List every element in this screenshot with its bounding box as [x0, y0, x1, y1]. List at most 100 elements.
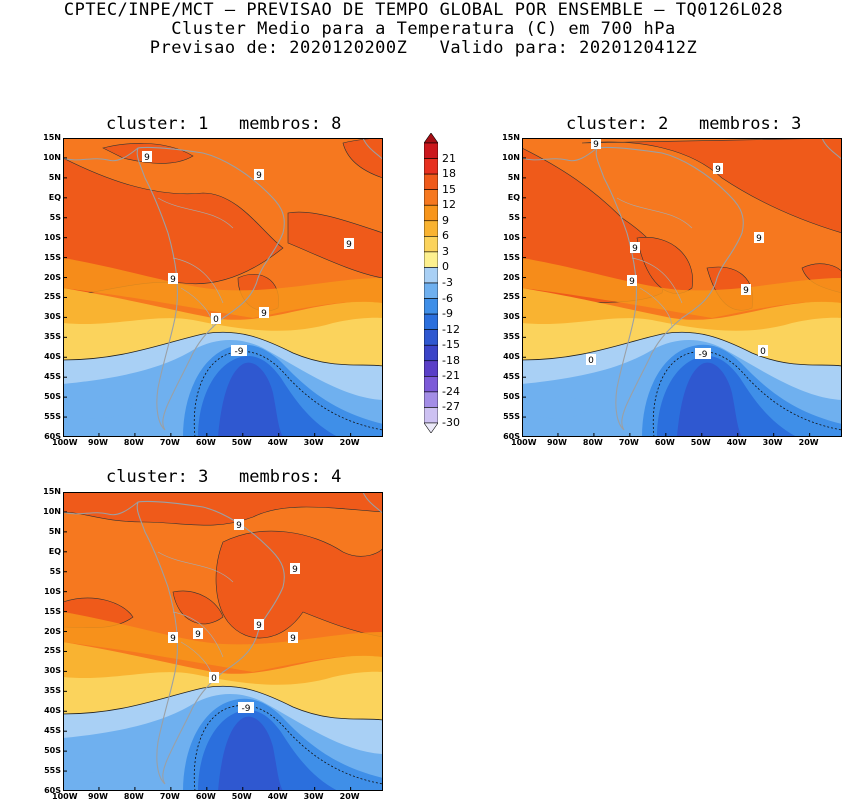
- lat-label: 20S: [503, 272, 520, 282]
- lat-label: 15S: [44, 606, 61, 616]
- contour-label: 9: [754, 232, 764, 244]
- lat-label: 40S: [44, 352, 61, 362]
- temperature-band-7: [218, 716, 283, 791]
- colorbar-swatch: [423, 329, 439, 346]
- svg-text:9: 9: [261, 309, 267, 319]
- contour-minus-9: [652, 351, 842, 437]
- svg-text:-9: -9: [235, 347, 244, 357]
- contour-label: 9: [591, 138, 601, 150]
- lat-label: 60S: [44, 432, 61, 441]
- lon-label: 50W: [231, 438, 252, 447]
- panel-2-map: 9 9 9 9 9 9 0 0 -9: [522, 138, 842, 437]
- colorbar-label: -18: [442, 353, 460, 367]
- warm-region-2: [215, 530, 383, 639]
- lat-label: 5N: [507, 172, 520, 182]
- lat-label: 35S: [44, 686, 61, 696]
- colorbar-label: 18: [442, 167, 456, 181]
- contour-label: 0: [209, 672, 219, 684]
- lat-label: 10S: [503, 232, 520, 242]
- svg-text:9: 9: [346, 240, 352, 250]
- lon-label: 40W: [726, 438, 747, 447]
- panel-3-title: cluster: 3 membros: 4: [106, 467, 342, 487]
- lon-label: 60W: [654, 438, 675, 447]
- lat-label: 15N: [502, 133, 520, 142]
- lat-label: 20S: [44, 272, 61, 282]
- lat-label: EQ: [507, 192, 520, 202]
- colorbar-label: -24: [442, 384, 460, 398]
- svg-text:-9: -9: [699, 350, 708, 360]
- lon-label: 70W: [159, 438, 180, 447]
- lat-label: 35S: [44, 332, 61, 342]
- colorbar-label: 6: [442, 229, 449, 243]
- colorbar-swatch: [423, 204, 439, 222]
- lon-label: 100W: [52, 792, 78, 801]
- lon-label: 90W: [87, 438, 108, 447]
- temperature-band-6C: [522, 258, 842, 318]
- lon-label: 50W: [231, 792, 252, 801]
- lat-label: 5N: [48, 526, 61, 536]
- contour-label: 9: [288, 632, 298, 644]
- country-borders: [616, 197, 693, 329]
- colorbar-swatch: [423, 298, 439, 315]
- contour-label: 9: [142, 151, 152, 163]
- colorbar-label: -12: [442, 322, 460, 336]
- contour-label: 0: [586, 354, 596, 366]
- lon-label: 70W: [618, 438, 639, 447]
- colorbar-label: -3: [442, 276, 453, 289]
- colorbar-top-arrow: [423, 132, 439, 144]
- svg-text:0: 0: [213, 315, 219, 325]
- colorbar-swatch: [423, 376, 439, 393]
- lon-label: 100W: [52, 438, 78, 447]
- lat-label: 45S: [503, 372, 520, 382]
- lat-label: 10N: [502, 152, 520, 162]
- lon-label: 100W: [511, 438, 537, 447]
- contour-minus-9: [193, 351, 383, 437]
- colorbar-svg: [423, 132, 439, 434]
- contour-minus-9: [193, 705, 383, 791]
- colorbar-swatch: [423, 267, 439, 284]
- colorbar-swatch: [423, 220, 439, 237]
- lon-label: 30W: [762, 438, 783, 447]
- lat-label: 10N: [43, 152, 61, 162]
- contour-label: -9: [231, 345, 247, 357]
- colorbar-swatch: [423, 173, 439, 190]
- colorbar-label: -27: [442, 400, 460, 414]
- lat-label: 50S: [44, 746, 61, 756]
- lat-label: 30S: [503, 312, 520, 322]
- contour-label: 9: [234, 519, 244, 531]
- svg-text:0: 0: [211, 674, 217, 684]
- lat-label: 30S: [44, 312, 61, 322]
- svg-text:0: 0: [588, 356, 594, 366]
- map-frame: [522, 138, 842, 437]
- contour-label: -9: [238, 702, 254, 714]
- central-america-outline: [63, 501, 139, 516]
- warm-region-2: [581, 138, 842, 234]
- colorbar-label: -9: [442, 307, 453, 321]
- lat-label: 60S: [503, 432, 520, 441]
- lat-label: 5N: [48, 172, 61, 182]
- contour-label: 9: [193, 628, 203, 640]
- lon-label: 40W: [267, 792, 288, 801]
- lat-label: 45S: [44, 372, 61, 382]
- lat-label: 15N: [43, 133, 61, 142]
- temperature-band-6C: [63, 612, 383, 672]
- contour-label: 9: [168, 632, 178, 644]
- map-canvas: 9 9 9 9 9 9 0 0 -9: [522, 138, 842, 437]
- contour-label: 9: [630, 242, 640, 254]
- lat-label: 5S: [508, 212, 520, 222]
- svg-text:9: 9: [256, 171, 262, 181]
- lat-label: 60S: [44, 786, 61, 795]
- contour-label: 9: [713, 163, 723, 175]
- svg-text:9: 9: [715, 165, 721, 175]
- lon-label: 50W: [690, 438, 711, 447]
- colorbar-label: 3: [442, 244, 449, 258]
- map-frame: [63, 138, 383, 437]
- lon-label: 90W: [546, 438, 567, 447]
- colorbar-swatch: [423, 360, 439, 377]
- lon-label: 20W: [798, 438, 819, 447]
- lat-label: 25S: [44, 646, 61, 656]
- lat-label: 50S: [44, 392, 61, 402]
- title-line-3: Previsao de: 2020120200Z Valido para: 20…: [149, 38, 698, 58]
- colorbar-swatch: [423, 158, 439, 175]
- lat-label: 55S: [44, 412, 61, 422]
